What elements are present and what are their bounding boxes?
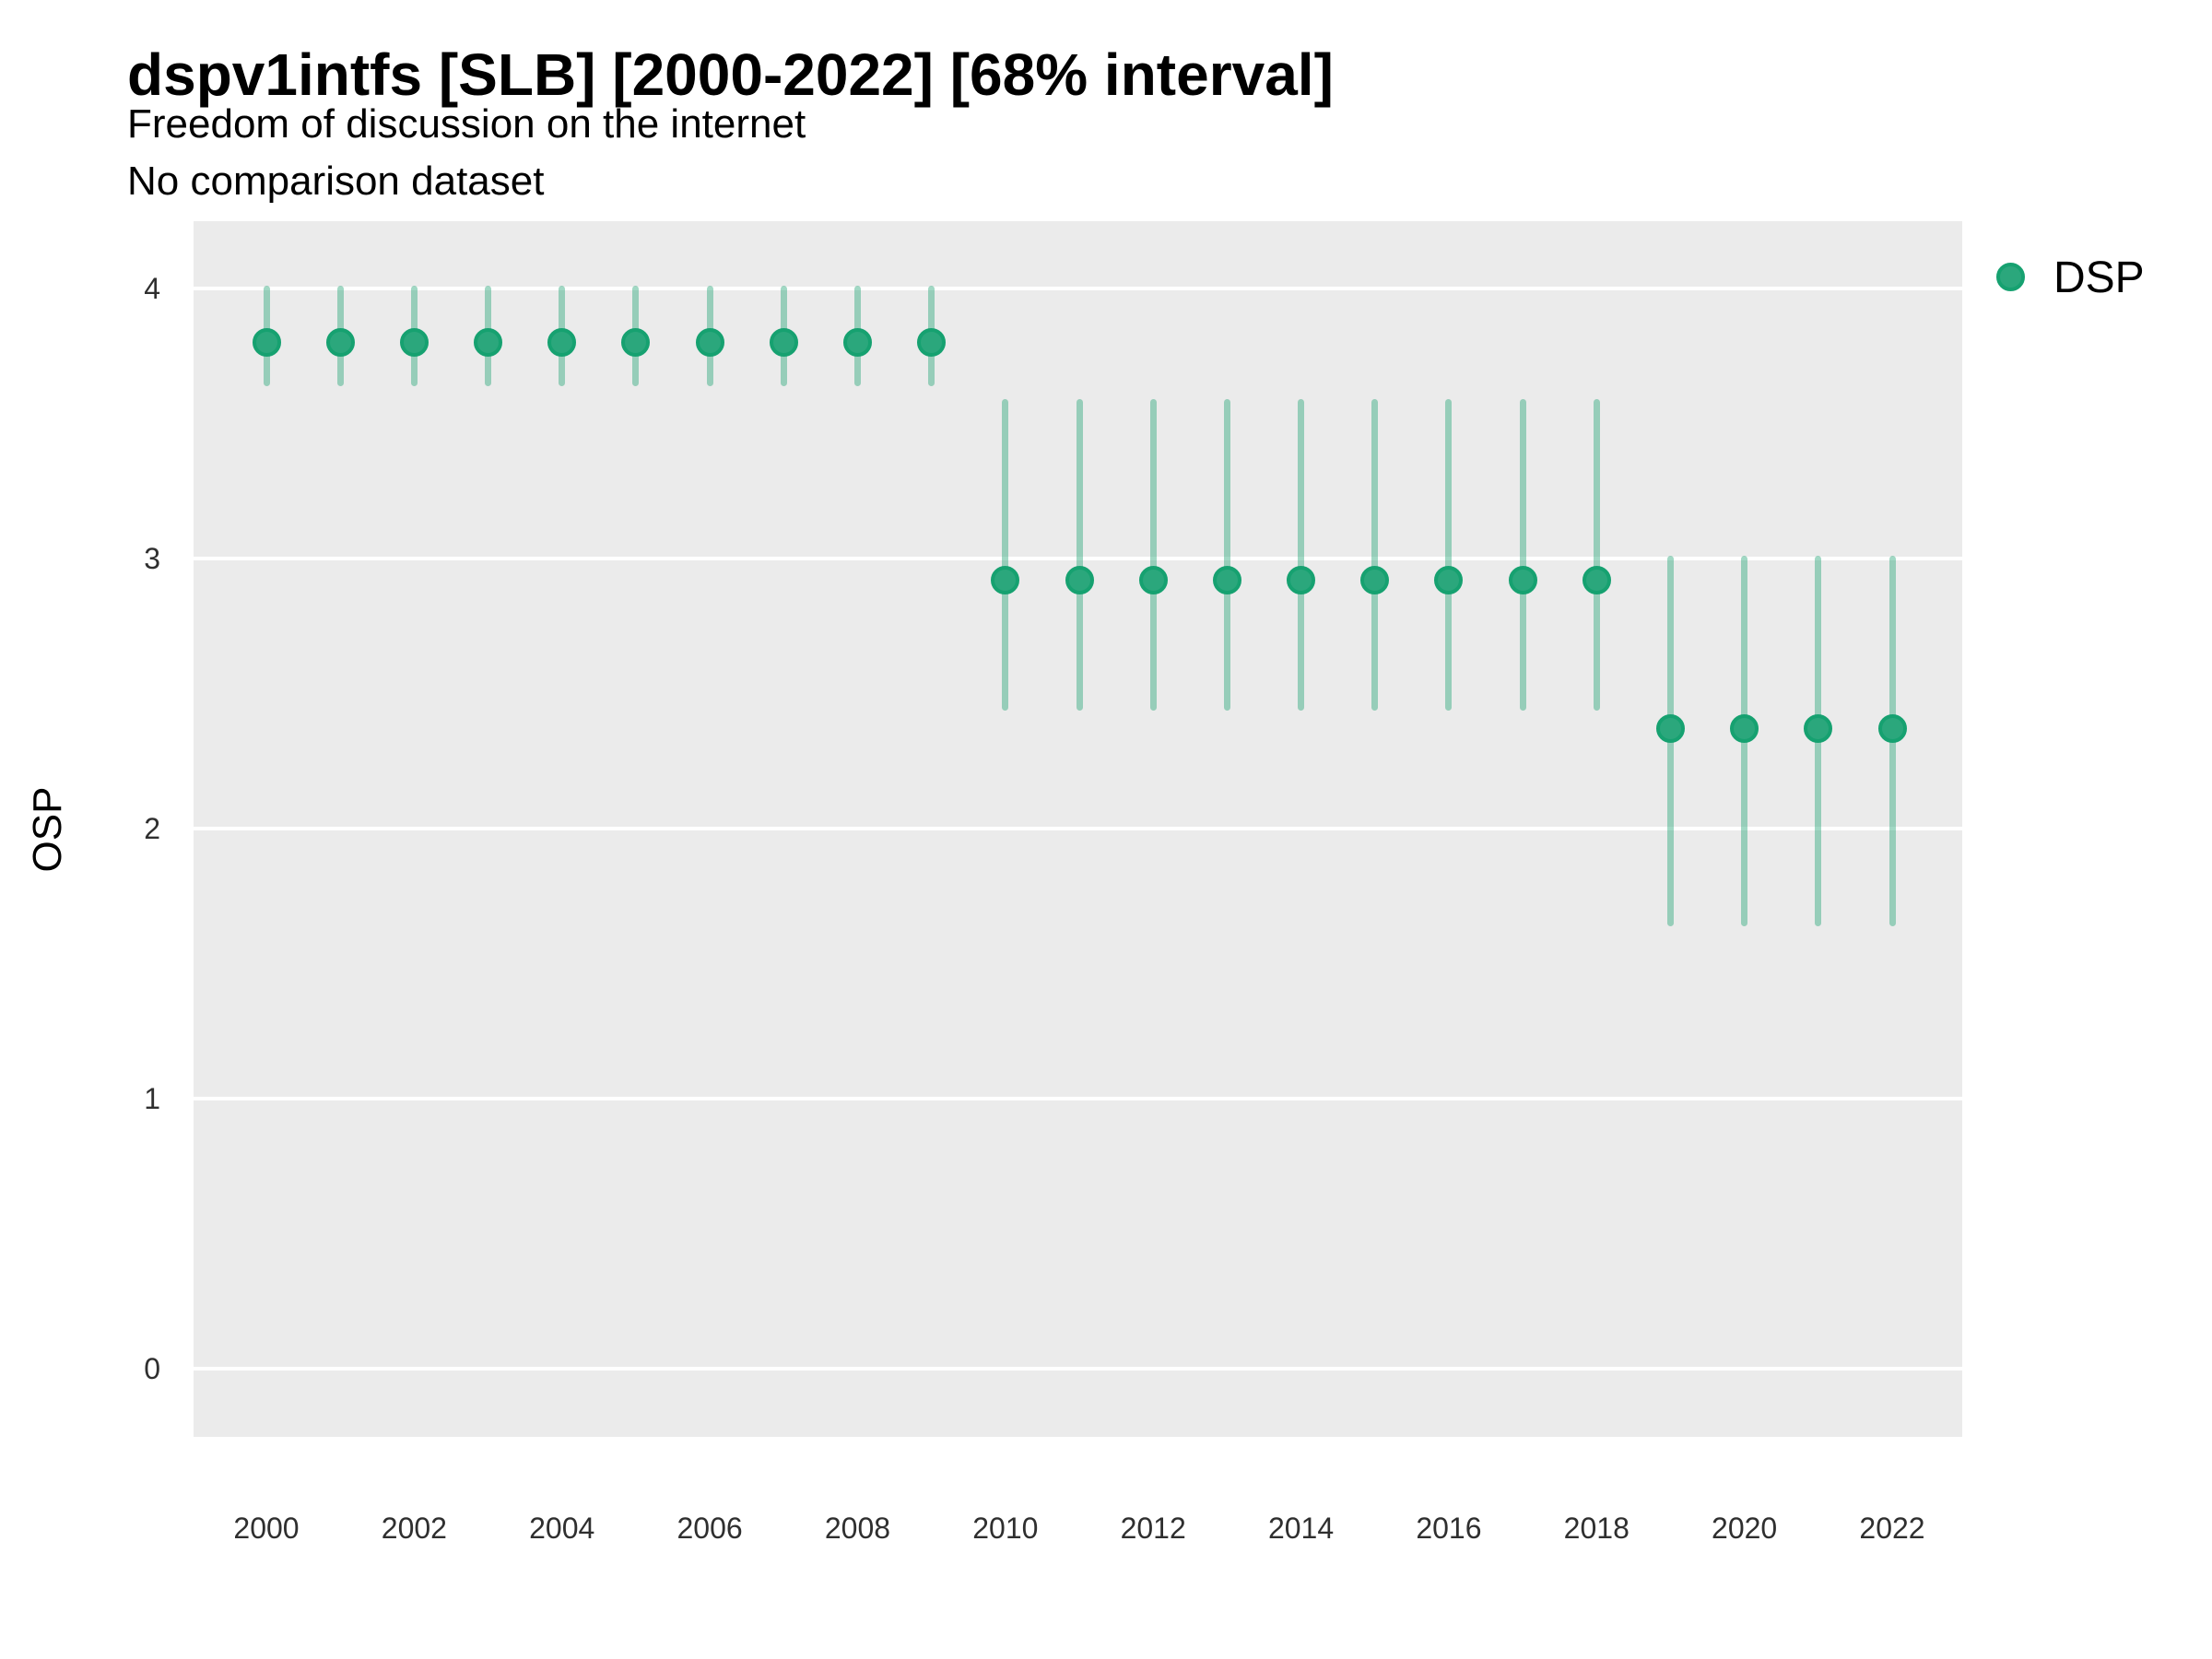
x-tick-label-2002: 2002 <box>381 1512 447 1545</box>
y-tick-label-3: 3 <box>144 542 160 575</box>
legend-point-icon <box>1996 263 2025 291</box>
y-tick-label-1: 1 <box>144 1082 160 1115</box>
interval-bar-2018 <box>1593 398 1600 711</box>
point-2012 <box>1138 565 1168 594</box>
gridline-y-0 <box>194 1367 1962 1371</box>
x-tick-label-2004: 2004 <box>529 1512 595 1545</box>
point-2001 <box>325 328 355 358</box>
point-2020 <box>1730 714 1759 744</box>
point-2000 <box>252 328 281 358</box>
interval-bar-2013 <box>1223 398 1230 711</box>
x-tick-label-2022: 2022 <box>1859 1512 1925 1545</box>
point-2005 <box>621 328 651 358</box>
y-tick-label-0: 0 <box>144 1352 160 1385</box>
y-axis-title: OSP <box>25 786 70 873</box>
chart-title: dspv1intfs [SLB] [2000-2022] [68% interv… <box>127 41 1334 108</box>
x-tick-label-2010: 2010 <box>972 1512 1039 1545</box>
y-tick-label-4: 4 <box>144 272 160 305</box>
point-2008 <box>842 328 872 358</box>
interval-bar-2015 <box>1371 398 1379 711</box>
x-tick-label-2000: 2000 <box>233 1512 300 1545</box>
interval-bar-2011 <box>1076 398 1083 711</box>
point-2011 <box>1065 565 1094 594</box>
point-2022 <box>1877 714 1907 744</box>
point-2018 <box>1582 565 1611 594</box>
interval-bar-2010 <box>1002 398 1009 711</box>
x-tick-label-2016: 2016 <box>1416 1512 1482 1545</box>
point-2021 <box>1804 714 1833 744</box>
x-tick-label-2020: 2020 <box>1712 1512 1778 1545</box>
point-2016 <box>1434 565 1464 594</box>
plot-panel <box>194 221 1962 1437</box>
x-tick-label-2008: 2008 <box>824 1512 891 1545</box>
point-2013 <box>1212 565 1241 594</box>
chart-note: No comparison dataset <box>127 159 545 204</box>
point-2017 <box>1508 565 1537 594</box>
point-2014 <box>1287 565 1316 594</box>
gridline-y-2 <box>194 827 1962 830</box>
point-2007 <box>769 328 798 358</box>
point-2002 <box>399 328 429 358</box>
point-2006 <box>695 328 724 358</box>
interval-bar-2016 <box>1445 398 1453 711</box>
point-2009 <box>917 328 947 358</box>
point-2003 <box>474 328 503 358</box>
x-tick-label-2018: 2018 <box>1563 1512 1630 1545</box>
x-tick-label-2012: 2012 <box>1120 1512 1186 1545</box>
chart-subtitle: Freedom of discussion on the internet <box>127 101 806 147</box>
x-tick-label-2006: 2006 <box>677 1512 743 1545</box>
y-tick-label-2: 2 <box>144 812 160 845</box>
interval-bar-2012 <box>1149 398 1157 711</box>
interval-bar-2017 <box>1519 398 1526 711</box>
gridline-y-3 <box>194 557 1962 560</box>
gridline-y-1 <box>194 1097 1962 1100</box>
point-2010 <box>991 565 1020 594</box>
interval-bar-2014 <box>1298 398 1305 711</box>
gridline-y-4 <box>194 287 1962 290</box>
x-tick-label-2014: 2014 <box>1267 1512 1335 1545</box>
point-2019 <box>1655 714 1685 744</box>
point-2004 <box>547 328 577 358</box>
point-2015 <box>1360 565 1390 594</box>
legend-item-dsp: DSP <box>2053 253 2145 302</box>
